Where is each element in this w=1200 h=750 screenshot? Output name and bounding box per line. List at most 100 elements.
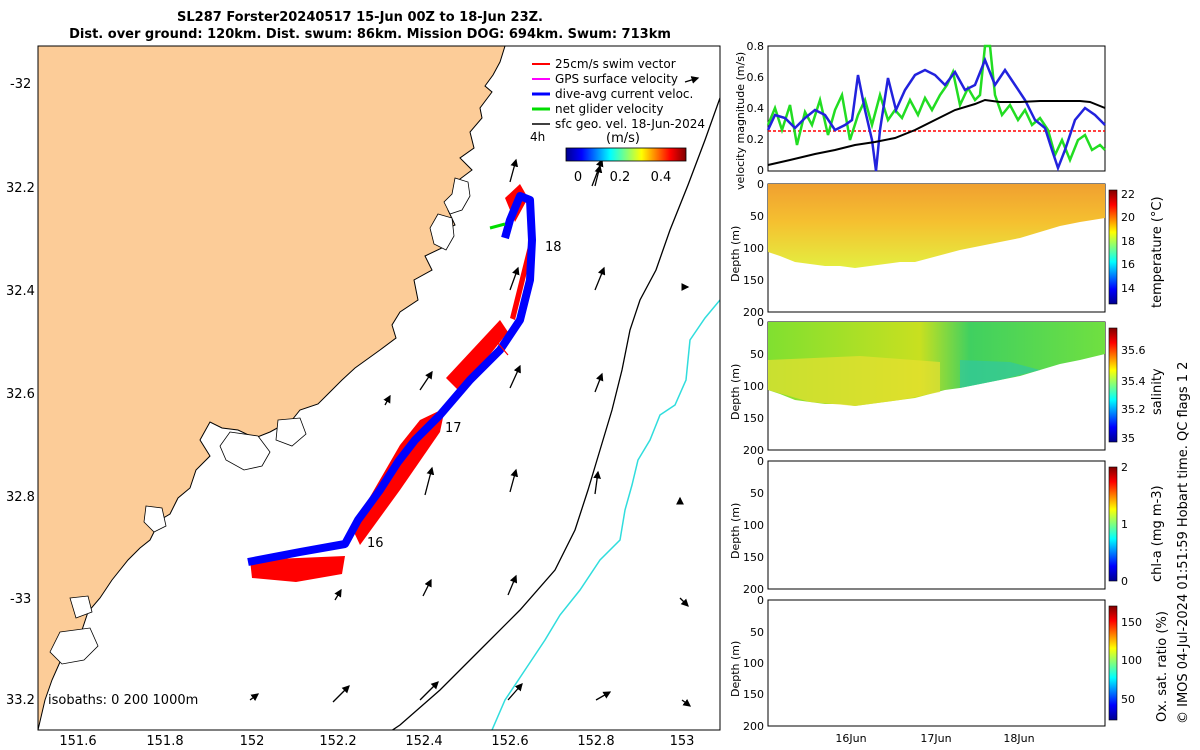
svg-text:16: 16 [1121,258,1135,271]
svg-text:35.2: 35.2 [1121,403,1146,416]
svg-text:32.4: 32.4 [6,284,35,299]
land-mass [38,46,506,730]
svg-text:0.6: 0.6 [747,71,765,84]
svg-text:150: 150 [743,551,764,564]
svg-text:0.4: 0.4 [747,102,765,115]
svg-text:200: 200 [743,720,764,733]
temperature-panel: 0 50 100 150 200 Depth (m) 22 20 18 16 1… [729,178,1165,319]
map-panel: 18 17 16 [6,45,721,749]
figure-title-line2: Dist. over ground: 120km. Dist. swum: 86… [69,27,671,42]
salinity-colorbar [1108,327,1118,443]
svg-text:200: 200 [743,583,764,596]
svg-text:0: 0 [757,316,764,329]
temperature-cbar-label: temperature (°C) [1150,196,1165,308]
temperature-field [768,184,1105,268]
svg-text:200: 200 [743,444,764,457]
chla-cbar-label: chl-a (mg m-3) [1150,485,1165,582]
svg-text:50: 50 [750,348,764,361]
svg-text:100: 100 [743,242,764,255]
svg-text:152: 152 [240,734,265,749]
map-legend: 25cm/s swim vector GPS surface velocity … [530,57,705,185]
svg-text:32.2: 32.2 [6,181,35,196]
svg-text:152.8: 152.8 [577,734,614,749]
speed-colorbar [565,147,687,162]
chla-ylabel: Depth (m) [729,503,742,559]
svg-text:2: 2 [1121,461,1128,474]
svg-text:50: 50 [750,487,764,500]
svg-text:0: 0 [757,178,764,191]
oxygen-colorbar [1108,605,1118,721]
svg-text:0.2: 0.2 [747,133,765,146]
day-label-17: 17 [445,421,462,436]
isobaths-label: isobaths: 0 200 1000m [48,693,198,708]
svg-text:150: 150 [1121,616,1142,629]
svg-text:1: 1 [1121,518,1128,531]
salinity-cbar-label: salinity [1150,368,1165,415]
interval-label: 4h [530,130,545,144]
svg-text:0.8: 0.8 [747,40,765,53]
svg-text:35.6: 35.6 [1121,344,1146,357]
isobath-1000m [491,299,720,730]
oxygen-panel: 0 50 100 150 200 Depth (m) 150 100 50 Ox… [729,594,1170,733]
chla-panel: 0 50 100 150 200 Depth (m) 2 1 0 chl-a (… [729,455,1165,596]
svg-text:151.6: 151.6 [59,734,96,749]
svg-text:-33: -33 [10,592,31,607]
svg-text:150: 150 [743,274,764,287]
velocity-ylabel: velocity magnitude (m/s) [734,52,747,190]
swim-vectors [250,184,532,582]
svg-text:14: 14 [1121,282,1135,295]
svg-text:50: 50 [750,210,764,223]
svg-text:150: 150 [743,412,764,425]
svg-text:100: 100 [743,519,764,532]
svg-text:200: 200 [743,306,764,319]
svg-text:32.6: 32.6 [6,387,35,402]
temperature-colorbar [1108,189,1118,305]
svg-text:50: 50 [750,626,764,639]
salinity-panel: 0 50 100 150 200 Depth (m) 35.6 35.4 35.… [729,316,1165,457]
svg-text:50: 50 [1121,693,1135,706]
salinity-ylabel: Depth (m) [729,364,742,420]
cbar-tick-0: 0 [574,170,582,185]
svg-text:100: 100 [743,380,764,393]
svg-text:152.4: 152.4 [405,734,442,749]
time-axis: 16Jun 17Jun 18Jun [835,732,1034,745]
svg-text:18Jun: 18Jun [1003,732,1034,745]
svg-text:16Jun: 16Jun [835,732,866,745]
glider-track [247,192,536,566]
legend-label-net: net glider velocity [555,102,663,116]
svg-text:0: 0 [757,594,764,607]
temperature-ylabel: Depth (m) [729,226,742,282]
svg-text:0: 0 [757,455,764,468]
svg-text:32.8: 32.8 [6,490,35,505]
cbar-tick-04: 0.4 [651,170,672,185]
current-velocity-line [766,56,1106,172]
legend-label-geo: sfc geo. vel. 18-Jun-2024 [555,117,705,131]
map-frame [37,45,721,731]
svg-text:18: 18 [1121,235,1135,248]
isobath-200m [391,97,720,730]
swim-vector-mark [496,341,509,356]
svg-text:100: 100 [743,657,764,670]
geostrophic-vectors [249,76,700,707]
svg-text:153: 153 [670,734,695,749]
legend-label-dive-avg: dive-avg current veloc. [555,87,693,101]
legend-label-gps: GPS surface velocity [555,72,678,86]
copyright-note: © IMOS 04-Jul-2024 01:51:59 Hobart time.… [1176,362,1191,724]
oxygen-cbar-label: Ox. sat. ratio (%) [1155,611,1170,722]
svg-text:0: 0 [1121,575,1128,588]
svg-text:20: 20 [1121,211,1135,224]
svg-text:152.6: 152.6 [491,734,528,749]
net-velocity-line [766,44,1106,164]
legend-label-swim: 25cm/s swim vector [555,57,676,71]
oxygen-ylabel: Depth (m) [729,641,742,697]
svg-text:17Jun: 17Jun [920,732,951,745]
svg-text:100: 100 [1121,654,1142,667]
svg-text:22: 22 [1121,188,1135,201]
chla-colorbar [1108,466,1118,582]
lat-axis: -32 32.2 32.4 32.6 32.8 -33 33.2 [6,77,35,708]
geo-velocity-line [767,98,1106,166]
svg-text:35: 35 [1121,432,1135,445]
day-label-18: 18 [545,240,562,255]
lon-axis: 151.6 151.8 152 152.2 152.4 152.6 152.8 … [59,734,694,749]
